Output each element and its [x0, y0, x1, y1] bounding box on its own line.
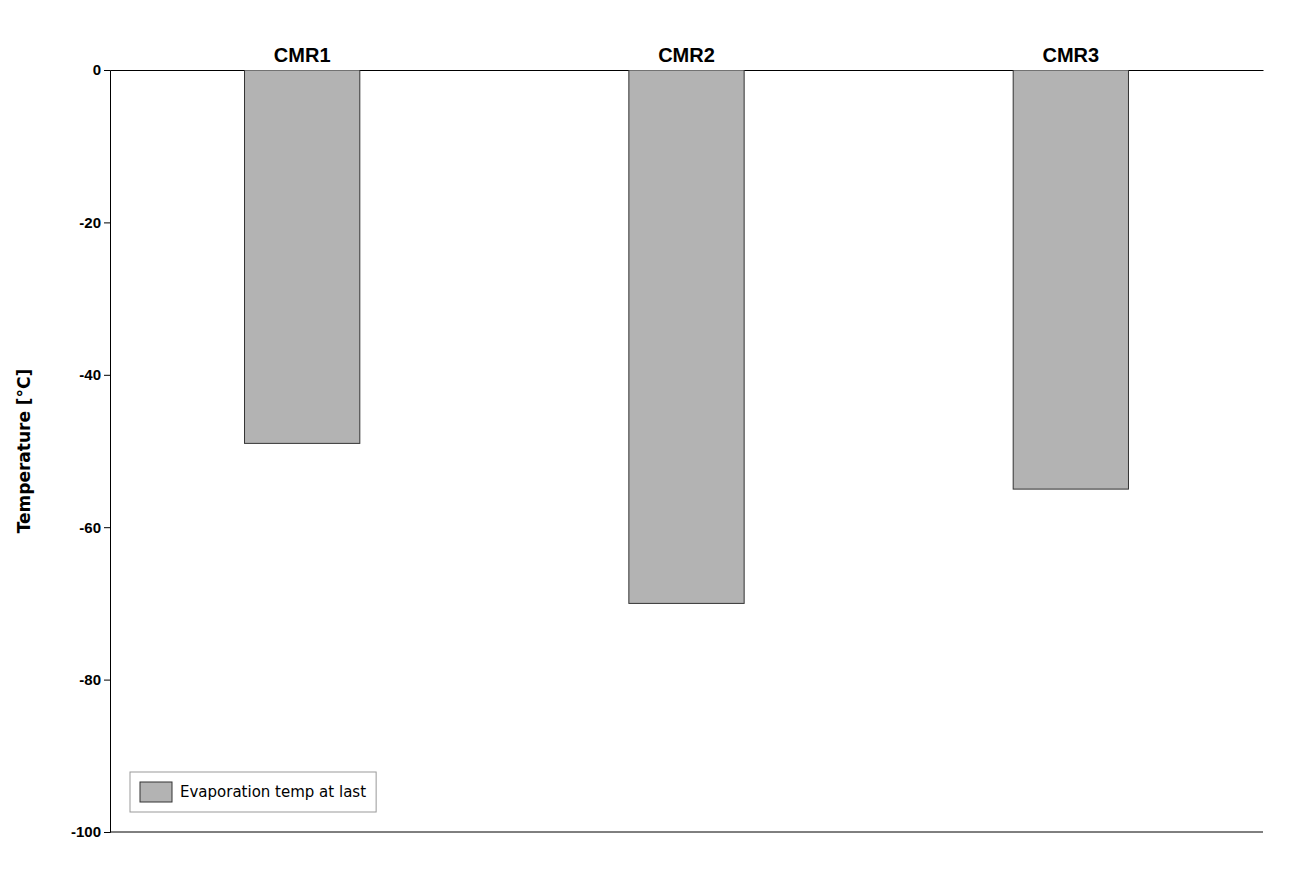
plot: 0 -20 -40 -60 -80 -100 CMR1 CMR2 CMR3 Evaporation…: [71, 44, 1264, 840]
y-tick-mark: [104, 70, 110, 71]
y-tick-label: 0: [93, 61, 101, 78]
chart: 0 -20 -40 -60 -80 -100 CMR1 CMR2 CMR3 Evaporation…: [0, 0, 1303, 872]
y-axis-title: Temperature [°C]: [14, 369, 34, 534]
y-tick-mark: [104, 527, 110, 528]
y-tick-label: -40: [79, 366, 101, 383]
x-axis-line: [110, 832, 1263, 833]
y-axis: 0 -20 -40 -60 -80 -100: [71, 61, 111, 840]
legend-swatch: [140, 782, 172, 802]
y-tick-mark: [104, 832, 110, 833]
y-tick: 0: [93, 61, 110, 78]
legend-box: [130, 772, 376, 812]
bar: [245, 70, 360, 443]
y-tick: -20: [79, 214, 110, 231]
legend-item: Evaporation temp at last: [140, 782, 366, 802]
y-tick-mark: [104, 222, 110, 223]
y-tick-mark: [104, 375, 110, 376]
legend: Evaporation temp at last: [130, 772, 376, 812]
bar: [629, 70, 744, 603]
y-tick-label: -60: [79, 519, 101, 536]
bar: [1013, 70, 1128, 489]
bars: [245, 70, 1129, 603]
y-tick-label: -80: [79, 671, 101, 688]
category-label: CMR2: [658, 44, 715, 66]
y-tick-mark: [104, 680, 110, 681]
y-tick: -80: [79, 671, 110, 688]
y-tick: -40: [79, 366, 110, 383]
x-tick: CMR1: [274, 44, 331, 66]
category-label: CMR3: [1042, 44, 1099, 66]
y-tick-label: -100: [71, 823, 101, 840]
y-tick: -60: [79, 519, 110, 536]
y-tick: -100: [71, 823, 110, 840]
x-tick: CMR2: [658, 44, 715, 66]
y-axis-line: [104, 71, 111, 833]
legend-label: Evaporation temp at last: [180, 783, 366, 801]
x-tick: CMR3: [1042, 44, 1099, 66]
x-axis: CMR1 CMR2 CMR3: [111, 44, 1264, 71]
category-label: CMR1: [274, 44, 331, 66]
y-tick-label: -20: [79, 214, 101, 231]
